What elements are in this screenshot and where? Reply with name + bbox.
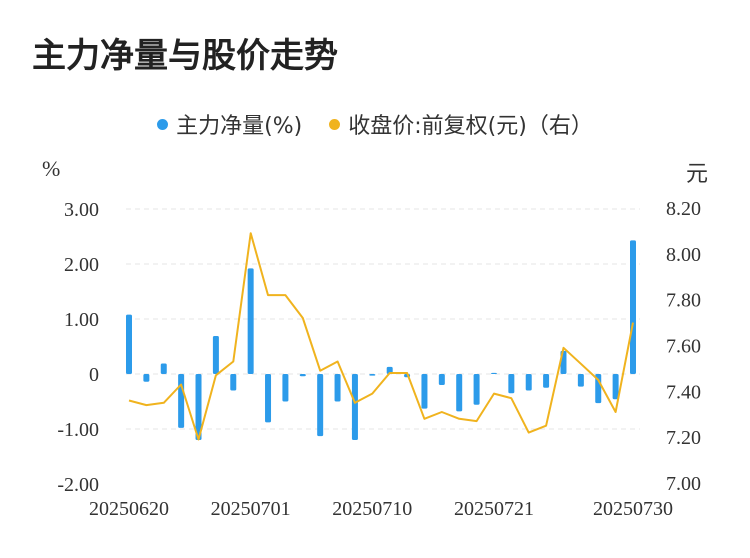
bar: [473, 374, 480, 405]
right-tick-label: 8.20: [666, 198, 701, 220]
left-tick-label: -1.00: [57, 419, 99, 441]
bar: [508, 374, 515, 394]
legend-item-main-net[interactable]: 主力净量(%): [157, 108, 302, 140]
bar: [334, 374, 341, 402]
chart-title: 主力净量与股价走势: [32, 36, 338, 76]
legend-dot-line: [329, 118, 341, 130]
x-tick-label: 20250620: [89, 498, 169, 520]
bar: [247, 268, 254, 374]
right-tick-label: 7.00: [666, 473, 701, 495]
bar: [577, 374, 584, 387]
bar: [351, 374, 358, 440]
bar: [369, 374, 376, 376]
bar: [525, 374, 532, 391]
right-tick-label: 8.00: [666, 244, 701, 266]
bar: [143, 374, 150, 382]
bar: [490, 372, 497, 374]
left-tick-label: -2.00: [57, 474, 99, 496]
bar: [126, 314, 132, 374]
bar: [230, 374, 237, 391]
bar: [265, 374, 272, 423]
legend-label-close-price: 收盘价:前复权(元)（右）: [348, 114, 593, 139]
legend-label-main-net: 主力净量(%): [176, 114, 303, 139]
right-tick-label: 7.80: [666, 290, 701, 312]
right-tick-label: 7.40: [666, 381, 701, 403]
bar: [212, 336, 219, 374]
right-tick-label: 7.20: [666, 427, 701, 449]
legend-dot-bar: [157, 118, 169, 130]
left-tick-label: 2.00: [64, 254, 99, 276]
x-tick-label: 20250730: [593, 498, 673, 520]
bar: [630, 240, 636, 374]
left-axis-unit: %: [42, 156, 61, 181]
bar: [438, 374, 445, 385]
right-axis-unit: 元: [685, 161, 708, 186]
bar: [543, 374, 550, 388]
bar: [195, 374, 202, 440]
legend: 主力净量(%) 收盘价:前复权(元)（右）: [0, 108, 750, 140]
bar: [421, 374, 428, 409]
left-tick-label: 0: [89, 364, 99, 386]
x-tick-label: 20250701: [211, 498, 291, 520]
bar: [299, 374, 306, 377]
left-tick-label: 1.00: [64, 309, 99, 331]
bar: [456, 374, 463, 412]
bar: [282, 374, 289, 402]
bar: [317, 374, 324, 437]
bar: [160, 363, 167, 374]
x-tick-label: 20250721: [454, 498, 534, 520]
bar: [178, 374, 185, 428]
left-tick-label: 3.00: [64, 199, 99, 221]
x-tick-label: 20250710: [332, 498, 412, 520]
price-line: [128, 232, 634, 441]
right-tick-label: 7.60: [666, 336, 701, 358]
legend-item-close-price[interactable]: 收盘价:前复权(元)（右）: [329, 108, 593, 140]
bar: [612, 374, 619, 400]
